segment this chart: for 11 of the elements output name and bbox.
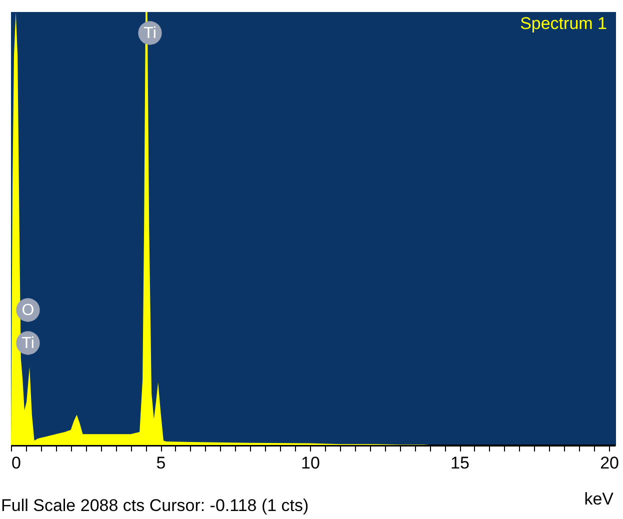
- annotation: O: [22, 302, 34, 319]
- text: Spectrum 1: [520, 14, 607, 33]
- text: Full Scale 2088 cts Cursor: -0.118 (1 cts): [1, 496, 309, 515]
- x-tick-label: 5: [156, 454, 166, 472]
- x-tick-label: 0: [12, 454, 21, 472]
- x-tick-label: 15: [450, 454, 470, 472]
- annotation: Ti: [22, 335, 34, 352]
- x-tick-label: 20: [600, 454, 619, 472]
- x-tick-label: 10: [301, 454, 320, 472]
- annotation: Ti: [144, 25, 156, 42]
- x-axis-title: keV: [584, 490, 614, 508]
